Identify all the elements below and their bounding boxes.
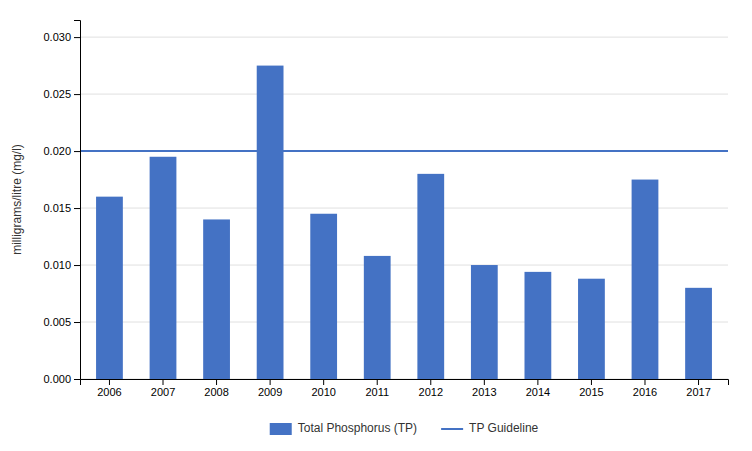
y-tick-mark: [74, 151, 80, 152]
x-tick-mark: [109, 379, 110, 385]
bar: [471, 265, 498, 379]
guideline: [80, 150, 728, 152]
x-tick: 2014: [526, 379, 550, 398]
y-tick-label: 0.005: [43, 316, 71, 328]
x-tick-label: 2010: [311, 386, 335, 398]
legend: Total Phosphorus (TP) TP Guideline: [270, 421, 539, 435]
y-axis-title: milligrams/litre (mg/l): [10, 144, 24, 255]
grid-line: [80, 265, 728, 266]
marks: [80, 66, 728, 379]
grid-line: [80, 322, 728, 323]
bar: [203, 219, 230, 379]
x-tick-mark: [377, 379, 378, 385]
x-tick-label: 2011: [365, 386, 389, 398]
y-tick-mark: [74, 265, 80, 266]
x-tick-label: 2009: [258, 386, 282, 398]
y-tick-mark: [74, 37, 80, 38]
axis-domain: [74, 21, 81, 380]
x-tick-mark: [270, 379, 271, 385]
x-tick-label: 2007: [151, 386, 175, 398]
bar: [150, 157, 177, 379]
x-tick-mark: [323, 379, 324, 385]
x-tick-mark: [698, 379, 699, 385]
bar: [364, 256, 391, 379]
x-tick-mark: [537, 379, 538, 385]
x-tick-mark: [484, 379, 485, 385]
x-tick-label: 2008: [204, 386, 228, 398]
y-axis: 0.000 0.005 0.010 0.015 0.020 0.025 0.030: [43, 21, 80, 386]
grid-line: [80, 208, 728, 209]
chart: 0.0000.0050.0100.0150.0200.0250.03020062…: [0, 0, 752, 451]
y-tick: 0.010: [43, 259, 80, 271]
x-tick: 2009: [258, 379, 282, 398]
axis-domain: [81, 380, 729, 386]
bar: [524, 272, 551, 379]
x-tick-mark: [163, 379, 164, 385]
legend-item: TP Guideline: [441, 421, 538, 435]
x-tick-label: 2014: [526, 386, 550, 398]
x-tick-mark: [430, 379, 431, 385]
x-tick: 2015: [579, 379, 603, 398]
y-tick-mark: [74, 208, 80, 209]
bar: [685, 288, 712, 379]
legend-swatch: [270, 423, 292, 435]
y-tick: 0.000: [43, 373, 80, 385]
bar: [310, 214, 337, 379]
x-tick-label: 2006: [97, 386, 121, 398]
x-tick-label: 2015: [579, 386, 603, 398]
plot: 0.0000.0050.0100.0150.0200.0250.03020062…: [43, 21, 728, 398]
y-tick: 0.005: [43, 316, 80, 328]
legend-label: TP Guideline: [469, 421, 538, 435]
bar: [96, 197, 123, 379]
x-tick-label: 2016: [633, 386, 657, 398]
y-tick-label: 0.000: [43, 373, 71, 385]
grid-line: [80, 37, 728, 38]
y-tick: 0.020: [43, 145, 80, 157]
x-tick-mark: [644, 379, 645, 385]
x-tick: 2013: [472, 379, 496, 398]
grid-line: [80, 94, 728, 95]
grid: [80, 37, 728, 379]
y-tick-mark: [74, 94, 80, 95]
y-tick: 0.025: [43, 88, 80, 100]
legend-swatch: [441, 428, 463, 430]
y-tick-label: 0.015: [43, 202, 71, 214]
x-tick-label: 2017: [686, 386, 710, 398]
x-tick-mark: [216, 379, 217, 385]
bar-series: [96, 66, 712, 379]
x-tick-label: 2013: [472, 386, 496, 398]
x-tick: 2011: [365, 379, 389, 398]
legend-item: Total Phosphorus (TP): [270, 421, 417, 435]
y-tick-label: 0.025: [43, 88, 71, 100]
x-tick: 2017: [686, 379, 710, 398]
y-tick-label: 0.030: [43, 31, 71, 43]
y-tick: 0.015: [43, 202, 80, 214]
x-tick-label: 2012: [419, 386, 443, 398]
bar: [417, 174, 444, 379]
x-tick: 2007: [151, 379, 175, 398]
y-tick-label: 0.010: [43, 259, 71, 271]
y-tick-label: 0.020: [43, 145, 71, 157]
x-tick: 2010: [311, 379, 335, 398]
x-tick-mark: [591, 379, 592, 385]
bar: [632, 180, 659, 379]
y-tick: 0.030: [43, 31, 80, 43]
grid-line: [80, 151, 728, 152]
x-tick: 2012: [419, 379, 443, 398]
x-tick: 2016: [633, 379, 657, 398]
x-axis: 2006 2007 2008 2009 2010 2011 2012 2013 2014 2015…: [81, 379, 729, 398]
x-tick: 2006: [97, 379, 121, 398]
x-tick: 2008: [204, 379, 228, 398]
bar: [578, 279, 605, 379]
y-tick-mark: [74, 379, 80, 380]
y-tick-mark: [74, 322, 80, 323]
bar: [257, 66, 284, 379]
legend-label: Total Phosphorus (TP): [298, 421, 417, 435]
